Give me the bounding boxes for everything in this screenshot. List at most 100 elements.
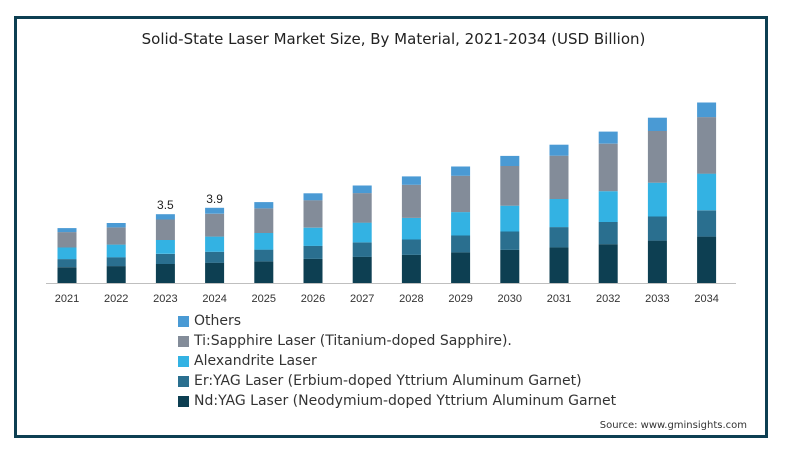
x-tick-label-2032: 2032 <box>596 293 620 305</box>
bar-segment-2031-series-1 <box>549 227 569 248</box>
x-tick-label-2033: 2033 <box>645 293 669 305</box>
bar-segment-2021-series-2 <box>57 247 77 260</box>
bar-segment-2027-series-1 <box>352 242 372 257</box>
bar-segment-2025-series-2 <box>254 233 274 250</box>
data-label-2024: 3.9 <box>206 192 223 206</box>
x-tick-label-2025: 2025 <box>252 293 276 305</box>
bar-segment-2023-series-3 <box>155 219 175 240</box>
legend-swatch <box>178 395 189 407</box>
x-tick-label-2023: 2023 <box>153 293 177 305</box>
data-label-2023: 3.5 <box>157 198 174 212</box>
bar-segment-2032-series-2 <box>598 191 618 222</box>
bar-segment-2025-series-3 <box>254 208 274 233</box>
x-tick-label-2021: 2021 <box>55 293 79 305</box>
legend-label: Er:YAG Laser (Erbium-doped Yttrium Alumi… <box>194 373 582 389</box>
bar-segment-2030-series-3 <box>500 166 520 206</box>
bar-segment-2028-series-0 <box>401 254 421 283</box>
x-tick-label-2030: 2030 <box>498 293 522 305</box>
bar-segment-2027-series-4 <box>352 185 372 194</box>
bar-segment-2032-series-4 <box>598 131 618 144</box>
legend-item: Nd:YAG Laser (Neodymium-doped Yttrium Al… <box>178 391 616 411</box>
bar-segment-2021-series-0 <box>57 267 77 283</box>
legend-label: Others <box>194 313 242 329</box>
bar-segment-2029-series-2 <box>451 212 471 236</box>
legend-label: Ti:Sapphire Laser (Titanium-doped Sapphi… <box>194 333 512 349</box>
bar-segment-2028-series-3 <box>401 184 421 218</box>
x-tick-label-2022: 2022 <box>104 293 128 305</box>
bar-segment-2026-series-3 <box>303 200 323 228</box>
legend-label: Alexandrite Laser <box>194 353 317 369</box>
bar-segment-2032-series-1 <box>598 222 618 245</box>
bar-segment-2026-series-1 <box>303 245 323 259</box>
legend-swatch <box>178 355 189 367</box>
bar-segment-2021-series-4 <box>57 228 77 233</box>
bar-segment-2025-series-0 <box>254 261 274 283</box>
legend-item: Ti:Sapphire Laser (Titanium-doped Sapphi… <box>178 331 616 351</box>
chart-title: Solid-State Laser Market Size, By Materi… <box>141 30 646 48</box>
legend: Others Ti:Sapphire Laser (Titanium-doped … <box>178 311 616 411</box>
bar-segment-2031-series-3 <box>549 155 569 199</box>
x-tick-label-2024: 2024 <box>202 293 226 305</box>
bar-segment-2030-series-2 <box>500 205 520 232</box>
bar-segment-2034-series-4 <box>697 102 717 118</box>
bar-segment-2023-series-1 <box>155 253 175 264</box>
bar-segment-2022-series-1 <box>106 257 126 267</box>
bar-segment-2025-series-4 <box>254 202 274 209</box>
bar-segment-2034-series-1 <box>697 210 717 237</box>
bar-segment-2030-series-4 <box>500 155 520 166</box>
bar-segment-2021-series-1 <box>57 259 77 268</box>
bar-segment-2032-series-0 <box>598 244 618 283</box>
bar-segment-2026-series-2 <box>303 227 323 246</box>
x-tick-label-2029: 2029 <box>448 293 472 305</box>
bar-segment-2021-series-3 <box>57 232 77 248</box>
bar-segment-2033-series-1 <box>647 216 667 241</box>
source-note: Source: www.gminsights.com <box>599 420 747 431</box>
bar-segment-2026-series-4 <box>303 193 323 201</box>
legend-swatch <box>178 335 189 347</box>
bar-segment-2029-series-4 <box>451 166 471 176</box>
bar-segment-2034-series-3 <box>697 117 717 174</box>
bar-segment-2033-series-4 <box>647 117 667 131</box>
bar-segment-2029-series-3 <box>451 175 471 213</box>
bar-segment-2024-series-1 <box>205 251 225 263</box>
bar-segment-2029-series-1 <box>451 235 471 253</box>
legend-item: Others <box>178 311 616 331</box>
bar-segment-2028-series-2 <box>401 218 421 240</box>
bar-segment-2029-series-0 <box>451 252 471 283</box>
bar-segment-2022-series-4 <box>106 223 126 228</box>
bar-segment-2031-series-0 <box>549 247 569 283</box>
legend-label: Nd:YAG Laser (Neodymium-doped Yttrium Al… <box>194 393 617 409</box>
bar-segment-2032-series-3 <box>598 143 618 192</box>
bar-segment-2033-series-3 <box>647 131 667 183</box>
bar-segment-2031-series-4 <box>549 144 569 156</box>
legend-item: Alexandrite Laser <box>178 351 616 371</box>
x-tick-label-2027: 2027 <box>350 293 374 305</box>
x-tick-label-2028: 2028 <box>399 293 423 305</box>
bar-segment-2024-series-3 <box>205 213 225 237</box>
x-tick-label-2026: 2026 <box>301 293 325 305</box>
bar-segment-2023-series-0 <box>155 264 175 283</box>
bar-segment-2026-series-0 <box>303 258 323 283</box>
bar-segment-2033-series-0 <box>647 240 667 283</box>
bar-segment-2023-series-2 <box>155 239 175 254</box>
legend-item: Er:YAG Laser (Erbium-doped Yttrium Alumi… <box>178 371 616 391</box>
x-tick-label-2031: 2031 <box>547 293 571 305</box>
bar-segment-2024-series-4 <box>205 207 225 214</box>
bar-segment-2024-series-0 <box>205 262 225 283</box>
x-tick-label-2034: 2034 <box>694 293 718 305</box>
data-labels: 3.5 3.9 <box>157 192 223 212</box>
bar-segment-2022-series-3 <box>106 227 126 245</box>
bar-segment-2028-series-1 <box>401 239 421 255</box>
bar-segment-2024-series-2 <box>205 236 225 252</box>
chart-frame <box>14 16 768 438</box>
bar-segment-2027-series-3 <box>352 193 372 223</box>
bar-segment-2023-series-4 <box>155 214 175 220</box>
bar-segment-2022-series-0 <box>106 266 126 283</box>
bar-segment-2033-series-2 <box>647 182 667 217</box>
bar-segment-2027-series-0 <box>352 256 372 283</box>
x-tick-labels: 2021 2022 2023 2024 2025 2026 2027 2028 2029 2030… <box>55 293 719 305</box>
bar-segment-2028-series-4 <box>401 176 421 185</box>
bar-segment-2030-series-1 <box>500 231 520 250</box>
bar-segment-2030-series-0 <box>500 249 520 283</box>
